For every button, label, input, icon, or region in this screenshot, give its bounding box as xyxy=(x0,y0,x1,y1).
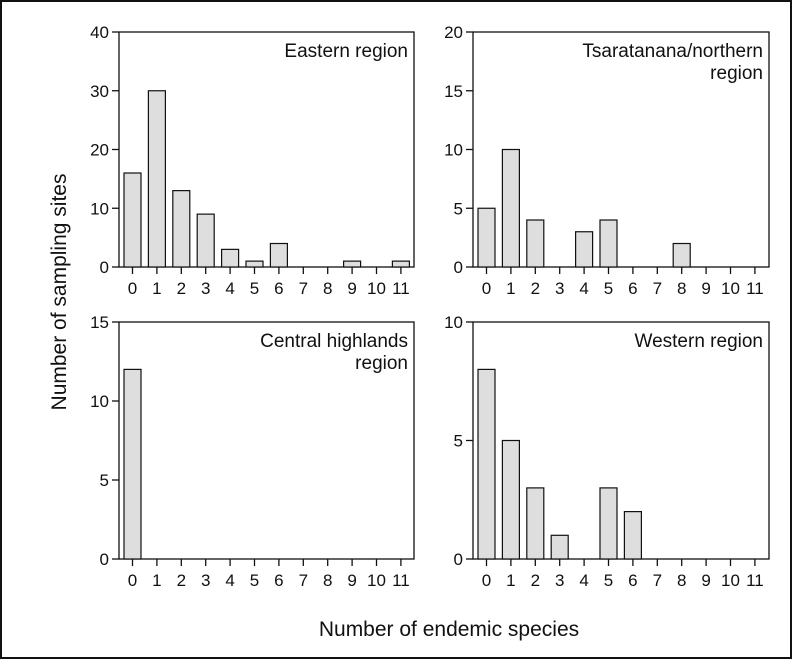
bar xyxy=(343,260,362,268)
y-tick-label: 0 xyxy=(454,258,463,277)
y-tick-label: 20 xyxy=(90,141,109,160)
x-tick-label: 1 xyxy=(506,571,515,590)
panel-title: Eastern region xyxy=(284,41,408,62)
y-tick-label: 30 xyxy=(90,82,109,101)
y-tick-label: 10 xyxy=(90,199,109,218)
x-tick-label: 6 xyxy=(274,571,283,590)
y-tick-label: 0 xyxy=(100,258,109,277)
y-axis-label: Number of sampling sites xyxy=(48,174,71,411)
y-tick-label: 10 xyxy=(444,313,463,332)
x-tick-label: 7 xyxy=(299,279,308,298)
x-tick-label: 0 xyxy=(128,571,137,590)
y-tick-label: 5 xyxy=(100,471,109,490)
x-tick-label: 5 xyxy=(604,571,613,590)
bar xyxy=(147,90,166,268)
x-tick-label: 7 xyxy=(653,279,662,298)
x-tick-label: 11 xyxy=(392,279,410,298)
x-tick-label: 3 xyxy=(555,279,564,298)
x-tick-label: 8 xyxy=(677,279,686,298)
x-tick-label: 2 xyxy=(177,571,186,590)
x-tick-label: 4 xyxy=(225,279,234,298)
x-tick-label: 3 xyxy=(201,279,210,298)
x-tick-label: 10 xyxy=(721,279,740,298)
bar xyxy=(501,148,520,268)
x-tick-label: 5 xyxy=(250,571,259,590)
bar xyxy=(526,487,545,560)
bar xyxy=(501,439,520,560)
bar xyxy=(123,368,142,560)
x-tick-label: 2 xyxy=(531,279,540,298)
bar xyxy=(269,242,288,268)
x-tick-label: 3 xyxy=(201,571,210,590)
x-tick-label: 4 xyxy=(579,571,588,590)
x-tick-label: 0 xyxy=(482,571,491,590)
panel-title: Tsaratanana/northern xyxy=(582,41,763,62)
x-tick-label: 8 xyxy=(323,571,332,590)
x-tick-label: 8 xyxy=(677,571,686,590)
x-tick-label: 5 xyxy=(250,279,259,298)
x-tick-label: 3 xyxy=(555,571,564,590)
bar xyxy=(672,242,691,268)
y-tick-label: 5 xyxy=(454,432,463,451)
y-tick-label: 5 xyxy=(454,199,463,218)
x-tick-label: 9 xyxy=(701,279,710,298)
panel-title: Central highlands xyxy=(260,331,408,352)
x-tick-label: 9 xyxy=(701,571,710,590)
panel-title: Western region xyxy=(635,331,764,352)
x-tick-label: 0 xyxy=(482,279,491,298)
y-tick-label: 15 xyxy=(90,313,109,332)
x-axis-label: Number of endemic species xyxy=(319,618,579,641)
bar xyxy=(599,487,618,560)
y-tick-label: 15 xyxy=(444,82,463,101)
x-tick-label: 7 xyxy=(653,571,662,590)
x-tick-label: 9 xyxy=(347,571,356,590)
bar xyxy=(245,260,264,268)
y-tick-label: 40 xyxy=(90,23,109,42)
plot-frame-2 xyxy=(118,321,415,560)
panel-title: region xyxy=(355,353,408,374)
x-tick-label: 2 xyxy=(531,571,540,590)
x-tick-label: 4 xyxy=(579,279,588,298)
bar xyxy=(623,511,643,560)
x-tick-label: 0 xyxy=(128,279,137,298)
panel-title: region xyxy=(710,63,763,84)
x-tick-label: 10 xyxy=(721,571,740,590)
bar xyxy=(172,190,191,268)
bar xyxy=(574,231,594,268)
y-tick-label: 20 xyxy=(444,23,463,42)
x-tick-label: 6 xyxy=(628,571,637,590)
y-tick-label: 10 xyxy=(444,141,463,160)
y-tick-label: 0 xyxy=(454,550,463,569)
x-tick-label: 9 xyxy=(347,279,356,298)
x-tick-label: 7 xyxy=(299,571,308,590)
x-tick-label: 11 xyxy=(746,571,764,590)
bar xyxy=(196,213,215,268)
x-tick-label: 11 xyxy=(746,279,764,298)
x-tick-label: 6 xyxy=(628,279,637,298)
x-tick-label: 6 xyxy=(274,279,283,298)
bar xyxy=(526,219,545,268)
bar xyxy=(477,368,496,560)
x-tick-label: 1 xyxy=(152,279,161,298)
x-tick-label: 5 xyxy=(604,279,613,298)
bar xyxy=(550,534,569,560)
x-tick-label: 11 xyxy=(392,571,410,590)
x-tick-label: 8 xyxy=(323,279,332,298)
y-tick-label: 10 xyxy=(90,392,109,411)
x-tick-label: 10 xyxy=(367,279,386,298)
bar xyxy=(599,219,618,268)
bar xyxy=(477,207,496,268)
x-tick-label: 1 xyxy=(152,571,161,590)
x-tick-label: 10 xyxy=(367,571,386,590)
x-tick-label: 1 xyxy=(506,279,515,298)
bar xyxy=(221,248,240,268)
y-tick-label: 0 xyxy=(100,550,109,569)
bar xyxy=(123,172,142,268)
bar xyxy=(391,260,410,268)
x-tick-label: 4 xyxy=(225,571,234,590)
x-tick-label: 2 xyxy=(177,279,186,298)
